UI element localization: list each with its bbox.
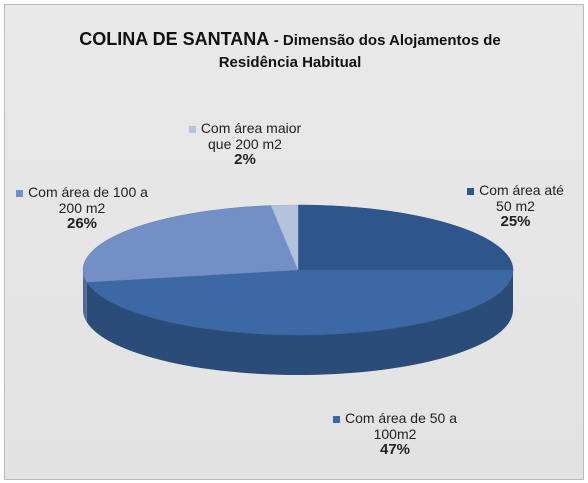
legend-swatch [16, 189, 24, 197]
label-box: Com área maior que 200 m2 2% [185, 120, 305, 168]
legend-swatch [332, 415, 340, 423]
value-label: 47% [379, 441, 411, 458]
label-box: Com área de 50 a 100m2 47% [330, 410, 460, 458]
category-label: Com área de 50 a 100m2 [344, 410, 458, 442]
chart-title: COLINA DE SANTANA [79, 29, 270, 49]
category-label: Com área de 100 a 200 m2 [28, 184, 148, 216]
category-label: Com área até 50 m2 [479, 182, 564, 214]
legend-swatch [188, 125, 196, 133]
category-label: Com área maior que 200 m2 [200, 120, 302, 152]
slice-side [83, 270, 87, 323]
chart-title-block: COLINA DE SANTANA - Dimensão dos Alojame… [60, 28, 520, 74]
slice-side [86, 270, 514, 376]
slice [82, 205, 299, 283]
label-box: Com área de 100 a 200 m2 26% [12, 184, 152, 232]
legend-swatch [467, 187, 475, 195]
value-label: 25% [500, 213, 531, 230]
data-label: Com área maior que 200 m22% [185, 120, 305, 168]
slice [297, 204, 514, 271]
slice [86, 269, 514, 336]
label-box: Com área até 50 m2 25% [458, 182, 573, 230]
chart-subtitle: - Dimensão dos Alojamentos de Residência… [218, 32, 501, 71]
slice [270, 204, 299, 271]
value-label: 2% [234, 151, 256, 168]
value-label: 26% [66, 215, 98, 232]
